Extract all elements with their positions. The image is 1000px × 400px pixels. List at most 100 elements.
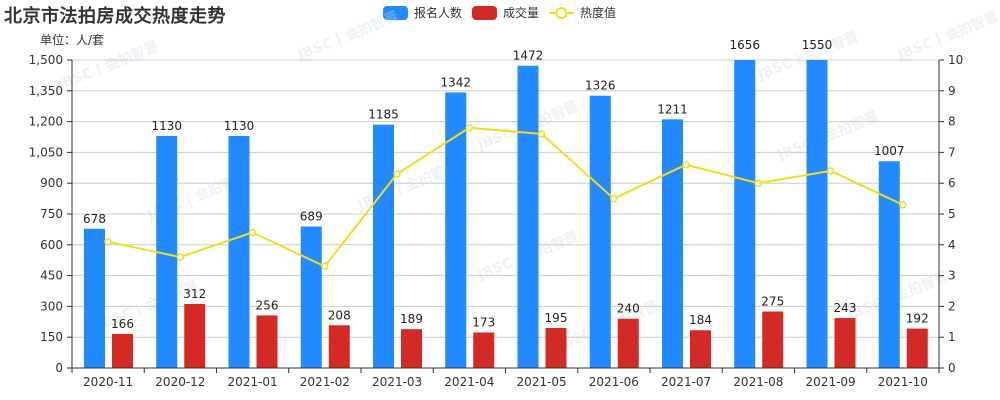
- bar-deals[interactable]: [762, 311, 784, 368]
- x-tick-label: 2020-12: [155, 375, 205, 389]
- bar-signups[interactable]: [228, 135, 250, 368]
- bar-value-label: 1130: [151, 119, 182, 133]
- bar-deals[interactable]: [184, 303, 206, 368]
- bar-value-label: 240: [617, 302, 640, 316]
- watermark: JBSC | 金拍智晋: [54, 38, 161, 94]
- heat-point[interactable]: [610, 194, 618, 203]
- bar-deals[interactable]: [112, 333, 133, 368]
- right-tick-label: 8: [948, 115, 956, 129]
- bar-signups[interactable]: [806, 60, 828, 368]
- heat-point[interactable]: [321, 262, 329, 271]
- heat-point[interactable]: [248, 228, 257, 237]
- right-tick-label: 0: [948, 361, 956, 375]
- bar-signups[interactable]: [156, 135, 178, 368]
- bar-value-label: 1656: [729, 38, 760, 52]
- x-tick-label: 2021-06: [589, 375, 639, 389]
- bar-value-label: 208: [328, 308, 351, 322]
- bar-deals[interactable]: [545, 327, 567, 368]
- bar-value-label: 312: [183, 287, 206, 301]
- x-tick-label: 2021-02: [300, 375, 350, 389]
- left-tick-label: 1,500: [29, 53, 63, 67]
- legend-item-deals[interactable]: 成交量: [472, 4, 539, 21]
- right-tick-label: 2: [948, 299, 956, 313]
- bar-value-label: 192: [906, 312, 929, 326]
- heat-point[interactable]: [537, 130, 546, 138]
- heat-point[interactable]: [899, 201, 907, 209]
- x-tick-label: 2021-01: [228, 375, 278, 389]
- bar-signups[interactable]: [517, 65, 539, 369]
- bar-value-label: 1342: [440, 75, 471, 89]
- bar-value-label: 1185: [368, 108, 399, 122]
- bar-signups[interactable]: [734, 60, 756, 368]
- x-tick-label: 2021-08: [733, 375, 783, 389]
- legend-label: 报名人数: [414, 6, 463, 20]
- bar-value-label: 256: [256, 298, 279, 312]
- signups-swatch-icon: [383, 5, 408, 20]
- heat-point[interactable]: [104, 237, 112, 246]
- left-tick-label: 450: [40, 269, 63, 283]
- bar-deals[interactable]: [690, 330, 711, 368]
- bar-value-label: 166: [111, 317, 134, 331]
- bar-deals[interactable]: [328, 325, 350, 368]
- heat-point[interactable]: [176, 253, 184, 261]
- left-tick-label: 1,200: [29, 115, 63, 129]
- right-tick-label: 4: [948, 238, 956, 252]
- bar-value-label: 1130: [224, 119, 255, 133]
- bar-deals[interactable]: [906, 328, 928, 368]
- heat-point[interactable]: [754, 179, 762, 187]
- bar-signups[interactable]: [373, 124, 394, 369]
- bar-signups[interactable]: [300, 226, 322, 368]
- deals-swatch-icon: [472, 5, 498, 20]
- x-tick-label: 2021-05: [517, 375, 567, 389]
- right-tick-label: 5: [948, 207, 956, 221]
- left-tick-label: 900: [40, 176, 63, 190]
- bar-deals[interactable]: [256, 315, 278, 368]
- left-tick-label: 150: [40, 330, 63, 344]
- x-tick-label: 2021-10: [878, 375, 928, 389]
- bar-value-label: 678: [83, 212, 106, 226]
- bar-deals[interactable]: [834, 318, 856, 368]
- right-tick-label: 1: [948, 330, 956, 344]
- left-tick-label: 600: [40, 238, 63, 252]
- bar-signups[interactable]: [878, 161, 900, 368]
- right-tick-label: 6: [948, 176, 956, 190]
- bar-value-label: 689: [300, 210, 323, 224]
- bar-deals[interactable]: [617, 318, 639, 368]
- bar-value-label: 173: [472, 315, 495, 329]
- unit-label: 单位：人/套: [40, 33, 105, 47]
- legend-item-signups[interactable]: 报名人数: [383, 4, 462, 21]
- bar-signups[interactable]: [662, 119, 683, 368]
- bar-value-label: 1550: [802, 38, 833, 52]
- watermark: JBSC | 金拍智晋: [294, 8, 401, 64]
- bar-value-label: 1007: [874, 144, 905, 158]
- right-tick-label: 10: [948, 53, 963, 67]
- bar-signups[interactable]: [84, 228, 105, 368]
- left-tick-label: 300: [40, 299, 63, 313]
- heat-point[interactable]: [826, 167, 835, 175]
- bar-value-label: 1211: [657, 102, 688, 116]
- bar-signups[interactable]: [445, 92, 467, 369]
- bar-signups[interactable]: [589, 95, 611, 368]
- bar-deals[interactable]: [401, 329, 422, 368]
- heat-point[interactable]: [465, 124, 473, 132]
- right-tick-label: 7: [948, 145, 956, 159]
- heat-point[interactable]: [682, 160, 690, 169]
- legend-label: 热度值: [580, 6, 617, 20]
- heat-point[interactable]: [393, 170, 401, 178]
- line-circle-icon: [549, 6, 575, 19]
- bar-value-label: 189: [400, 312, 423, 326]
- bar-deals[interactable]: [473, 332, 495, 368]
- x-tick-label: 2021-03: [372, 375, 422, 389]
- bar-value-label: 195: [545, 311, 568, 325]
- x-tick-label: 2021-04: [444, 375, 494, 389]
- legend-item-heat[interactable]: 热度值: [549, 4, 616, 21]
- x-tick-label: 2021-09: [806, 375, 856, 389]
- right-tick-label: 9: [948, 84, 956, 98]
- left-tick-label: 0: [55, 361, 63, 375]
- heat-line: [107, 126, 904, 268]
- legend-label: 成交量: [503, 6, 540, 20]
- x-tick-label: 2020-11: [83, 375, 133, 389]
- bar-value-label: 275: [761, 295, 784, 309]
- x-tick-label: 2021-07: [661, 375, 711, 389]
- legend: 报名人数 成交量 热度值: [383, 4, 626, 21]
